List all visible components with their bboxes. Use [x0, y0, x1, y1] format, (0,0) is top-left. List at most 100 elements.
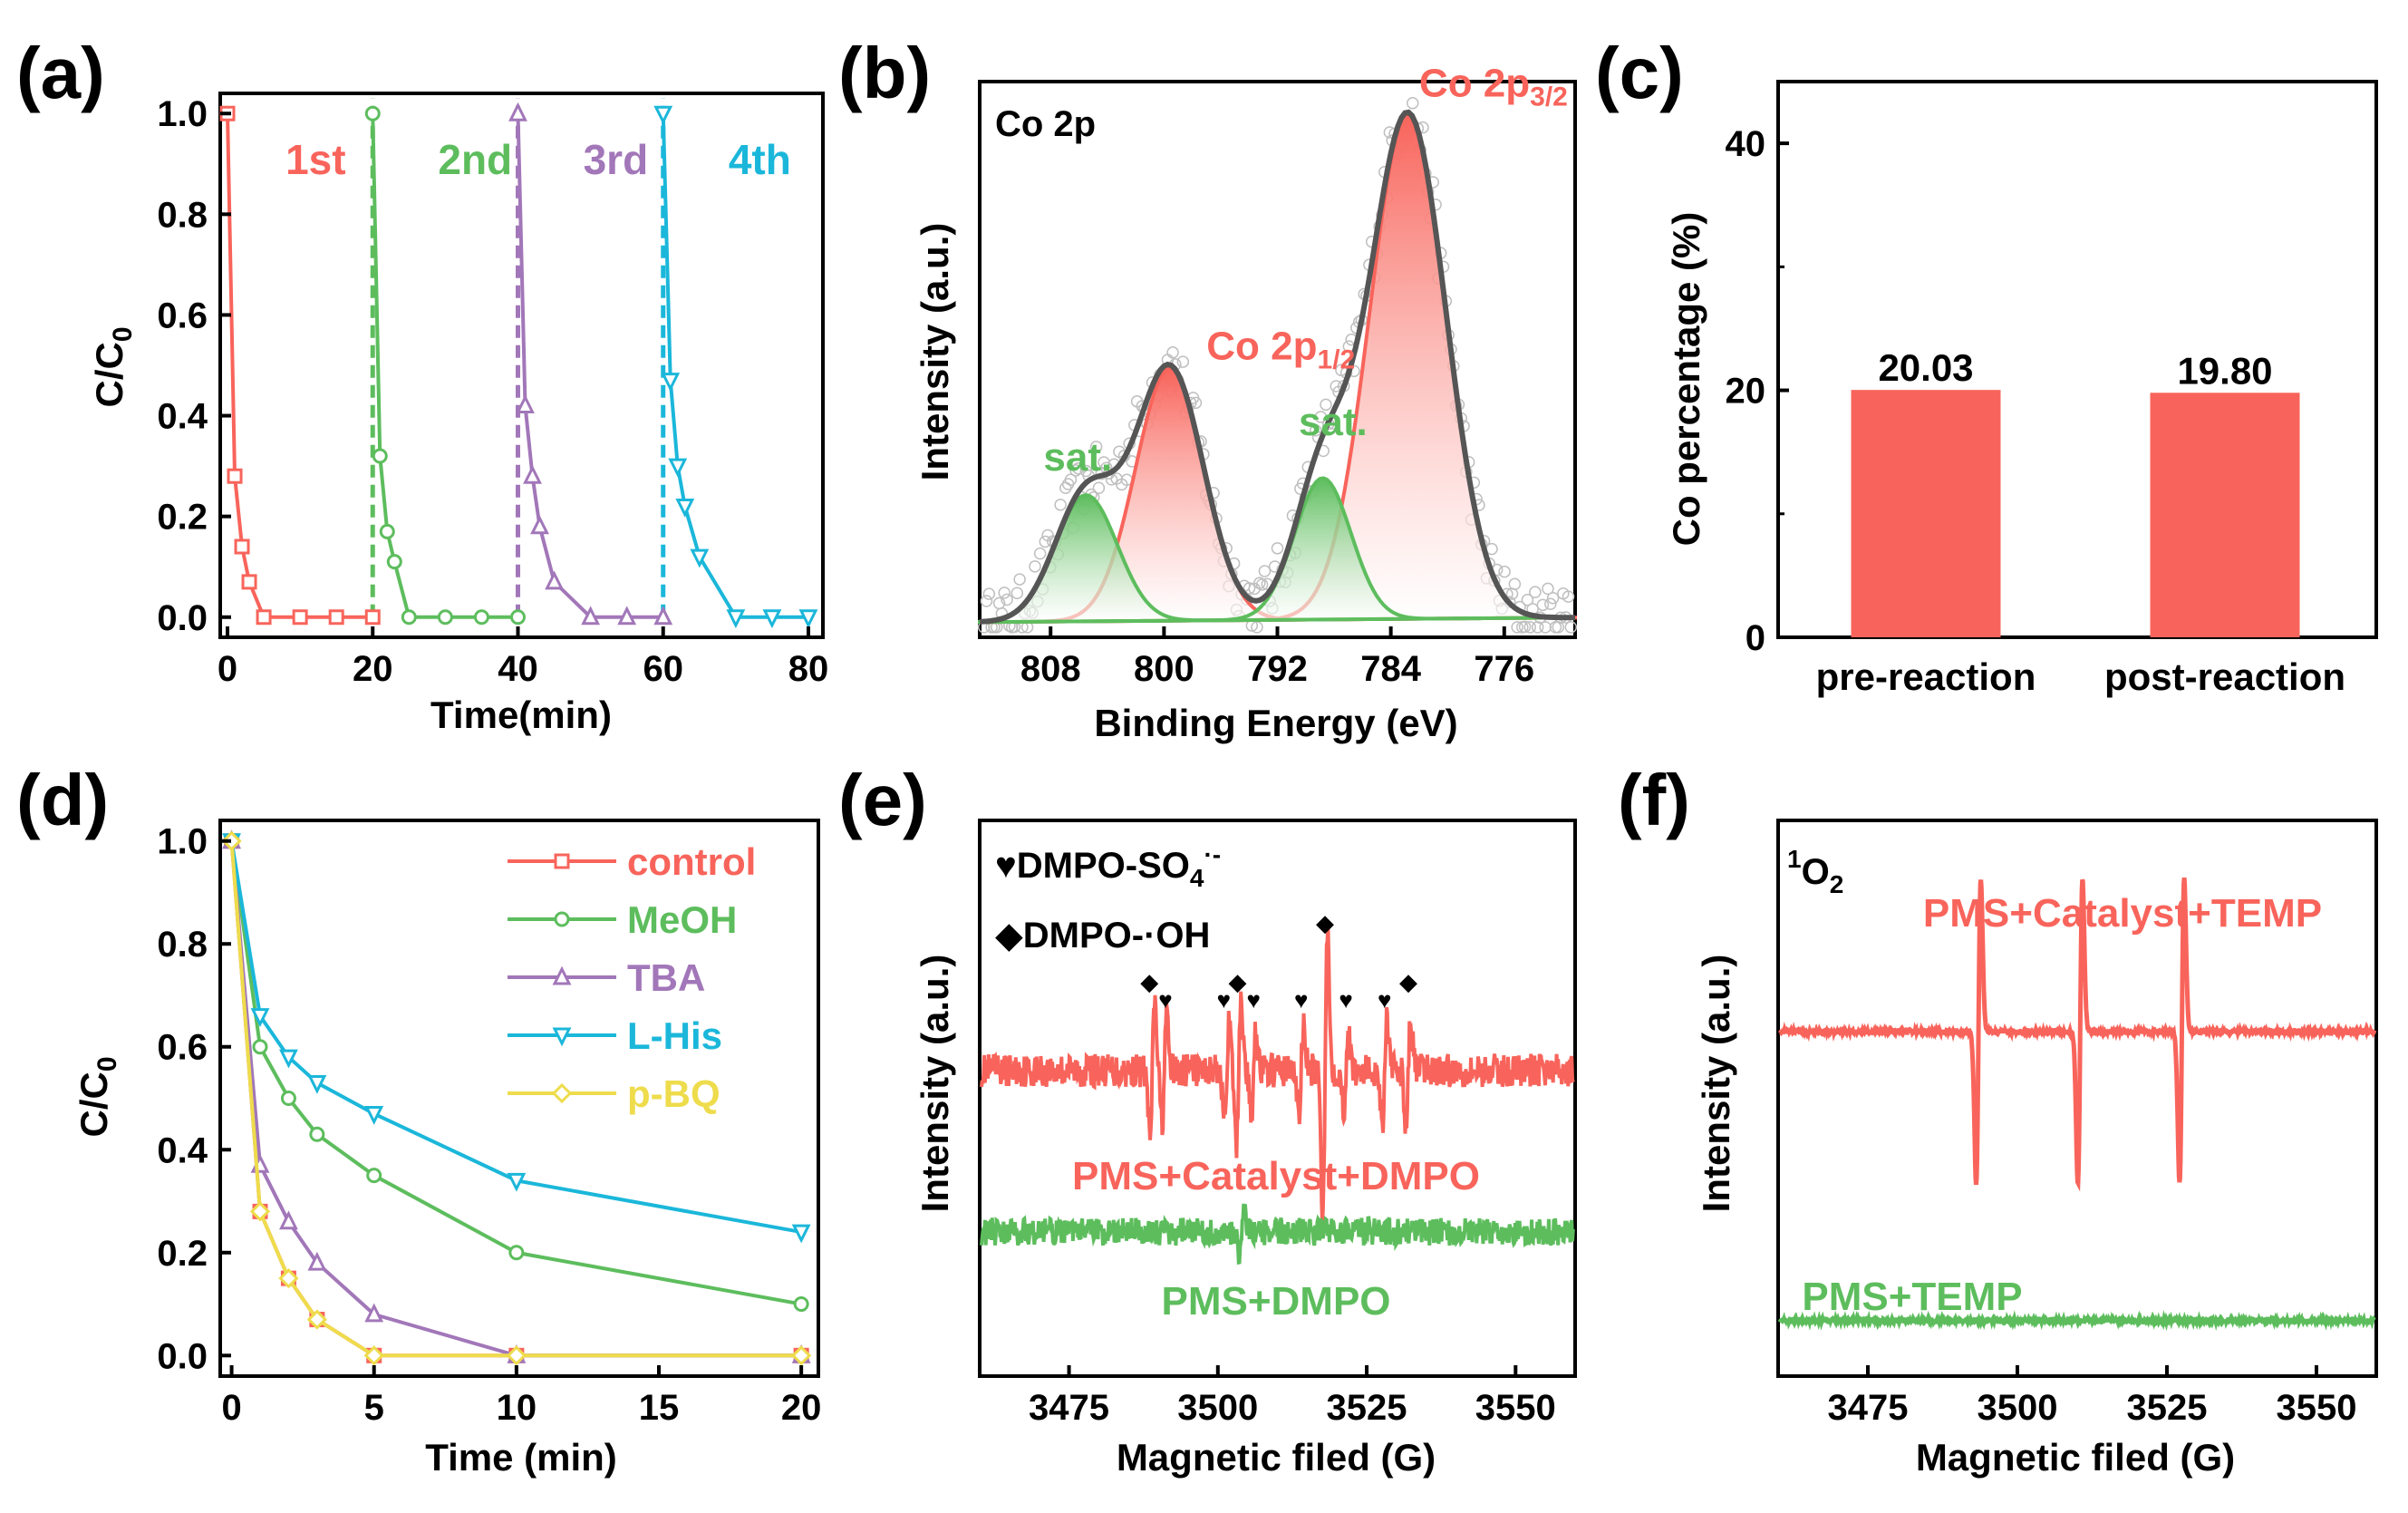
point-L-His-6 — [791, 1224, 811, 1244]
raw-point — [1518, 620, 1532, 634]
category-label-pre-reaction: pre-reaction — [1816, 655, 2036, 698]
panel-c-ytick-label-20: 20 — [1726, 372, 1766, 412]
panel-c-ytick-label-40: 40 — [1726, 124, 1766, 164]
peak-marker-4: ♥ — [1247, 986, 1261, 1014]
peak-label-co2p3-2: Co 2p3/2 — [1419, 62, 1568, 112]
trace-label-pms-temp: PMS+TEMP — [1802, 1275, 2022, 1319]
panel-f-ylabel: Intensity (a.u.) — [1695, 955, 1737, 1213]
panel-a-series — [219, 102, 818, 629]
panel-e-peak-markers: ◆♥ ♥◆♥ ♥◆♥ ♥◆ — [1140, 909, 1417, 1014]
series-line-4th — [661, 113, 808, 619]
legend-control: control — [627, 840, 756, 883]
point-MeOH-6 — [793, 1296, 809, 1313]
raw-point — [1059, 481, 1072, 495]
point-L-His-1 — [250, 1008, 270, 1028]
raw-point — [1011, 587, 1024, 599]
legend-tba: TBA — [627, 956, 705, 999]
raw-point — [1536, 598, 1550, 612]
panel-d-xtick-label-0: 0 — [221, 1388, 241, 1428]
panel-b-corner-label: Co 2p — [995, 104, 1096, 144]
point-2nd-4 — [401, 609, 417, 626]
panel-a-xtick-label-20: 20 — [353, 649, 393, 689]
panel-b-ylabel: Intensity (a.u.) — [914, 223, 956, 481]
panel-e-xtick-label-3500: 3500 — [1177, 1388, 1258, 1428]
panel-b-xtick-label-800: 800 — [1134, 649, 1194, 689]
point-L-His-5 — [507, 1172, 527, 1192]
point-p-BQ-2 — [278, 1268, 299, 1289]
point-3rd-7 — [653, 606, 673, 626]
panel-d-xtick-label-5: 5 — [364, 1388, 384, 1428]
point-3rd-5 — [581, 606, 601, 626]
panel-a-ticks: 0 20 40 60 80 0.0 0.2 0.4 0.6 0.8 1.0 — [157, 94, 828, 689]
panel-d-xtick-label-15: 15 — [639, 1388, 680, 1428]
point-3rd-2 — [523, 464, 542, 484]
panel-e-ticks: 3475 3500 3525 3550 — [1029, 1365, 1556, 1428]
point-2nd-6 — [473, 609, 489, 626]
panel-c: (c) 20.03 19.80 pre-reaction post-reacti… — [1595, 33, 2378, 698]
point-1st-3 — [241, 574, 257, 590]
panel-a-ylabel: C/C0 — [88, 326, 138, 407]
raw-point — [1255, 578, 1269, 591]
panel-b-xtick-label-776: 776 — [1474, 649, 1534, 689]
raw-point — [1320, 398, 1332, 412]
raw-point — [1176, 355, 1190, 368]
point-4th-4 — [690, 548, 710, 568]
peak-marker-5: ♥ — [1294, 986, 1308, 1014]
panel-a-axes-frame — [218, 92, 825, 639]
point-L-His-4 — [364, 1106, 384, 1125]
peak-label-sat-805: sat. — [1043, 435, 1112, 480]
point-4th-0 — [653, 105, 673, 125]
legend-marker-p-BQ — [551, 1082, 573, 1104]
point-2nd-2 — [379, 523, 395, 539]
panel-e-xtick-label-3525: 3525 — [1327, 1388, 1407, 1428]
panel-d: (d) 0 5 10 15 20 0.0 0.2 0.4 0.6 0.8 1.0 control M… — [16, 760, 821, 1479]
raw-point — [1521, 593, 1534, 606]
raw-point — [1562, 590, 1575, 603]
panel-d-ytick-label-0.2: 0.2 — [157, 1234, 208, 1274]
panel-a-ytick-label-1.0: 1.0 — [157, 94, 208, 134]
panel-c-ticks: 0 20 40 — [1726, 124, 1789, 658]
panel-a-ytick-label-0.8: 0.8 — [157, 195, 208, 235]
raw-point — [1564, 621, 1578, 634]
panel-c-ytick-label-0: 0 — [1746, 618, 1765, 658]
panel-d-xtick-label-20: 20 — [781, 1388, 822, 1428]
legend-dmpo-so4: ♥DMPO-SO4·- — [995, 840, 1221, 892]
raw-point — [1166, 346, 1179, 359]
point-4th-6 — [762, 609, 782, 629]
panel-e-xtick-label-3475: 3475 — [1029, 1388, 1109, 1428]
point-1st-2 — [234, 538, 250, 555]
point-p-BQ-1 — [249, 1201, 271, 1222]
point-p-BQ-3 — [306, 1309, 327, 1330]
trace-pms-catalyst-dmpo — [979, 924, 1575, 1224]
point-MeOH-4 — [366, 1168, 382, 1184]
legend-p-bq: p-BQ — [627, 1072, 720, 1115]
panel-f-xtick-label-3525: 3525 — [2127, 1388, 2208, 1428]
point-2nd-3 — [386, 554, 402, 570]
cycle-label-2nd: 2nd — [438, 136, 512, 183]
peak-marker-0: ◆ — [1140, 968, 1158, 995]
trace-pms-temp — [1777, 1309, 2376, 1332]
peak-label-co2p1-2: Co 2p1/2 — [1206, 325, 1355, 375]
panel-b-ticks: 808 800 792 784 776 — [1020, 626, 1534, 689]
point-2nd-0 — [364, 105, 381, 121]
raw-point — [1258, 565, 1272, 577]
point-3rd-6 — [617, 606, 637, 626]
trace-label-pms-catalyst-temp: PMS+Catalyst+TEMP — [1923, 891, 2322, 936]
series-line-3rd — [516, 113, 663, 619]
point-MeOH-2 — [280, 1091, 296, 1106]
panel-label-e: (e) — [838, 760, 927, 840]
panel-label-a: (a) — [16, 33, 105, 113]
raw-point — [1013, 573, 1026, 586]
legend-l-his: L-His — [627, 1014, 722, 1057]
point-1st-6 — [328, 609, 344, 626]
point-MeOH-5 — [508, 1245, 525, 1261]
point-1st-7 — [364, 609, 381, 626]
legend-meoh: MeOH — [627, 898, 737, 941]
panel-d-ylabel: C/C0 — [73, 1056, 122, 1137]
series-line-2nd — [371, 113, 518, 619]
peak-marker-9: ◆ — [1399, 968, 1417, 995]
point-4th-2 — [668, 458, 688, 478]
point-4th-5 — [726, 609, 746, 629]
point-p-BQ-4 — [363, 1345, 384, 1366]
point-p-BQ-5 — [506, 1345, 527, 1366]
